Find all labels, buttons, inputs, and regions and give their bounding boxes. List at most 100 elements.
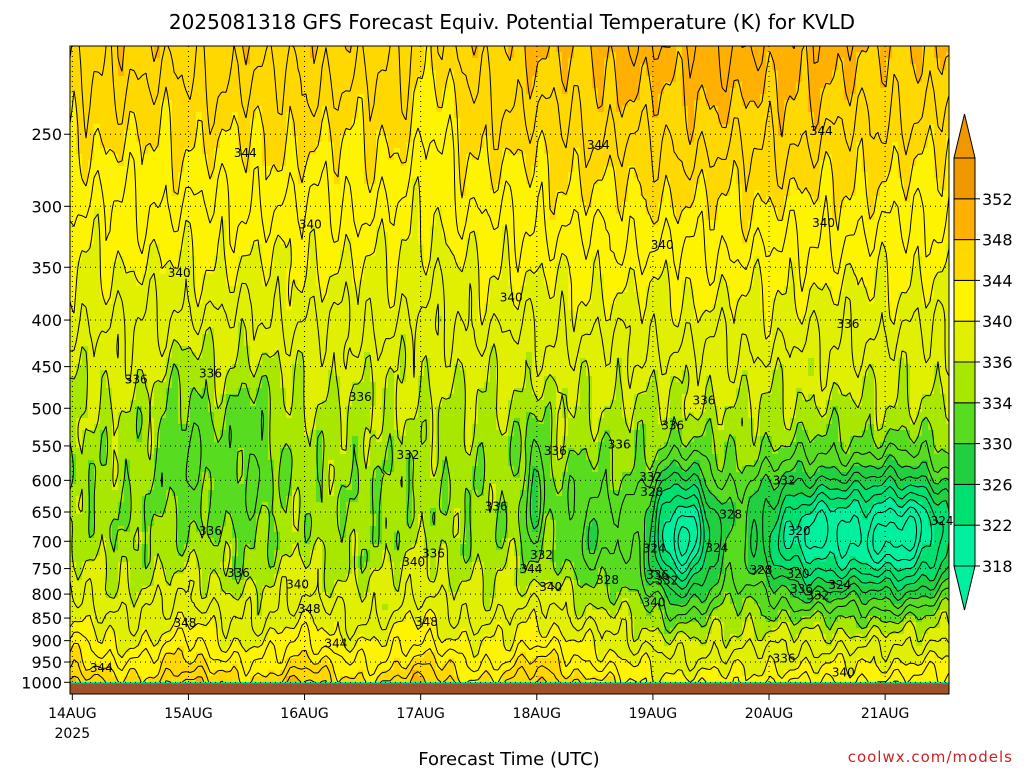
field-cell bbox=[394, 178, 401, 185]
field-cell bbox=[520, 136, 527, 143]
field-cell bbox=[202, 172, 209, 179]
field-cell bbox=[676, 64, 683, 71]
field-cell bbox=[814, 88, 821, 95]
field-cell bbox=[628, 232, 635, 239]
field-cell bbox=[496, 100, 503, 107]
field-cell bbox=[586, 238, 593, 245]
field-cell bbox=[442, 220, 449, 227]
field-cell bbox=[562, 70, 569, 77]
field-cell bbox=[916, 106, 923, 113]
field-cell bbox=[286, 208, 293, 215]
field-cell bbox=[208, 70, 215, 77]
field-cell bbox=[190, 46, 197, 53]
field-cell bbox=[604, 184, 611, 191]
field-cell bbox=[298, 64, 305, 71]
field-cell bbox=[694, 70, 701, 77]
field-cell bbox=[310, 208, 317, 215]
field-cell bbox=[460, 130, 467, 137]
field-cell bbox=[346, 106, 353, 113]
field-cell bbox=[526, 82, 533, 89]
field-cell bbox=[184, 244, 191, 251]
field-cell bbox=[232, 214, 239, 221]
field-cell bbox=[508, 64, 515, 71]
field-cell bbox=[898, 196, 905, 203]
field-cell bbox=[70, 232, 77, 239]
field-cell bbox=[844, 166, 851, 173]
field-cell bbox=[454, 214, 461, 221]
field-cell bbox=[418, 88, 425, 95]
field-cell bbox=[250, 76, 257, 83]
field-cell bbox=[490, 118, 497, 125]
field-cell bbox=[568, 232, 575, 239]
field-cell bbox=[142, 172, 149, 179]
field-cell bbox=[796, 166, 803, 173]
field-cell bbox=[784, 64, 791, 71]
field-cell bbox=[376, 166, 383, 173]
field-cell bbox=[742, 136, 749, 143]
field-cell bbox=[346, 58, 353, 65]
field-cell bbox=[598, 106, 605, 113]
field-cell bbox=[700, 106, 707, 113]
field-cell bbox=[376, 70, 383, 77]
field-cell bbox=[586, 94, 593, 101]
field-cell bbox=[82, 202, 89, 209]
chart-title: 2025081318 GFS Forecast Equiv. Potential… bbox=[169, 10, 855, 34]
field-cell bbox=[796, 118, 803, 125]
field-cell bbox=[676, 46, 683, 53]
field-cell bbox=[658, 136, 665, 143]
field-cell bbox=[130, 220, 137, 227]
field-cell bbox=[358, 160, 365, 167]
field-cell bbox=[574, 232, 581, 239]
field-cell bbox=[898, 46, 905, 53]
field-cell bbox=[784, 136, 791, 143]
field-cell bbox=[94, 202, 101, 209]
field-cell bbox=[478, 106, 485, 113]
field-cell bbox=[514, 136, 521, 143]
field-cell bbox=[526, 118, 533, 125]
field-cell bbox=[70, 178, 77, 185]
field-cell bbox=[412, 64, 419, 71]
field-cell bbox=[430, 130, 437, 137]
field-cell bbox=[142, 130, 149, 137]
field-cell bbox=[334, 178, 341, 185]
field-cell bbox=[574, 196, 581, 203]
field-cell bbox=[820, 184, 827, 191]
field-cell bbox=[364, 130, 371, 137]
field-cell bbox=[622, 124, 629, 131]
field-cell bbox=[364, 244, 371, 251]
field-cell bbox=[166, 130, 173, 137]
field-cell bbox=[724, 226, 731, 233]
field-cell bbox=[658, 178, 665, 185]
field-cell bbox=[352, 178, 359, 185]
field-cell bbox=[706, 244, 713, 251]
field-cell bbox=[400, 178, 407, 185]
field-cell bbox=[904, 130, 911, 137]
field-cell bbox=[178, 238, 185, 245]
field-cell bbox=[898, 52, 905, 59]
field-cell bbox=[256, 124, 263, 131]
field-cell bbox=[382, 226, 389, 233]
field-cell bbox=[346, 226, 353, 233]
field-cell bbox=[370, 46, 377, 53]
field-cell bbox=[376, 136, 383, 143]
field-cell bbox=[214, 208, 221, 215]
field-cell bbox=[88, 46, 95, 53]
field-cell bbox=[94, 220, 101, 227]
field-cell bbox=[502, 214, 509, 221]
field-cell bbox=[910, 112, 917, 119]
field-cell bbox=[118, 244, 125, 251]
field-cell bbox=[658, 112, 665, 119]
field-cell bbox=[466, 70, 473, 77]
field-cell bbox=[274, 124, 281, 131]
field-cell bbox=[436, 184, 443, 191]
field-cell bbox=[682, 94, 689, 101]
field-cell bbox=[388, 106, 395, 113]
field-cell bbox=[418, 94, 425, 101]
field-cell bbox=[352, 238, 359, 245]
field-cell bbox=[736, 100, 743, 107]
field-cell bbox=[844, 64, 851, 71]
field-cell bbox=[688, 94, 695, 101]
field-cell bbox=[862, 82, 869, 89]
field-cell bbox=[190, 166, 197, 173]
field-cell bbox=[340, 52, 347, 59]
